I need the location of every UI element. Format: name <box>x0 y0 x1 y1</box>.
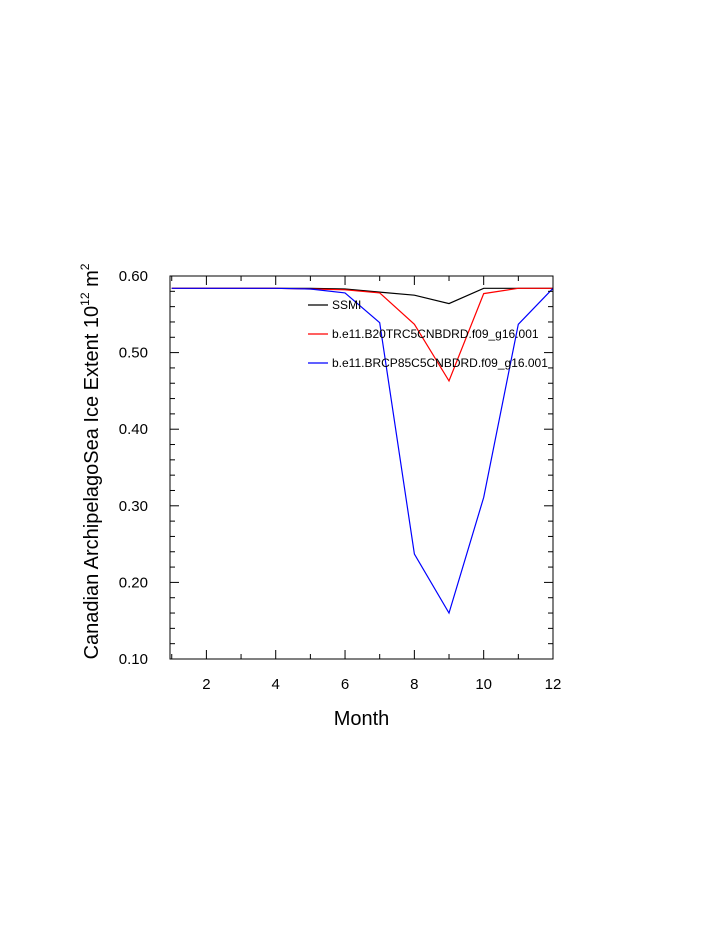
series-line-3 <box>171 287 554 615</box>
plot-frame <box>169 275 554 660</box>
x-tick-label: 10 <box>475 676 492 693</box>
legend-label: SSMI <box>332 298 361 312</box>
x-tick-label: 12 <box>545 676 562 693</box>
y-axis-title-unit-exponent: 2 <box>78 263 92 270</box>
series-line-1 <box>171 287 553 305</box>
legend: SSMI b.e11.B20TRC5CNBDRD.f09_g16.001 b.e11… <box>308 298 548 370</box>
x-tick-label: 8 <box>410 676 418 693</box>
y-axis-title-main: Canadian ArchipelagoSea Ice Extent 10 <box>81 306 103 660</box>
plot-lines <box>171 287 554 615</box>
x-axis-title: Month <box>334 708 390 730</box>
axis-ticks <box>170 275 554 660</box>
y-tick-label: 0.60 <box>119 268 148 285</box>
legend-label: b.e11.BRCP85C5CNBDRD.f09_g16.001 <box>332 356 548 370</box>
y-axis-title-exponent: 12 <box>78 292 92 306</box>
y-tick-label: 0.50 <box>119 345 148 362</box>
y-axis-title: Canadian ArchipelagoSea Ice Extent 1012 … <box>78 263 103 659</box>
y-tick-label: 0.10 <box>119 651 148 668</box>
x-tick-label: 4 <box>272 676 280 693</box>
axis-tick-labels: 2 4 6 8 10 12 0.10 0.20 0.30 0.40 0.50 0.60 <box>119 268 562 693</box>
legend-label: b.e11.B20TRC5CNBDRD.f09_g16.001 <box>332 327 539 341</box>
x-tick-label: 2 <box>202 676 210 693</box>
y-axis-title-unit: m <box>81 270 103 292</box>
x-tick-label: 6 <box>341 676 349 693</box>
y-tick-label: 0.30 <box>119 498 148 515</box>
y-tick-label: 0.40 <box>119 421 148 438</box>
y-tick-label: 0.20 <box>119 574 148 591</box>
